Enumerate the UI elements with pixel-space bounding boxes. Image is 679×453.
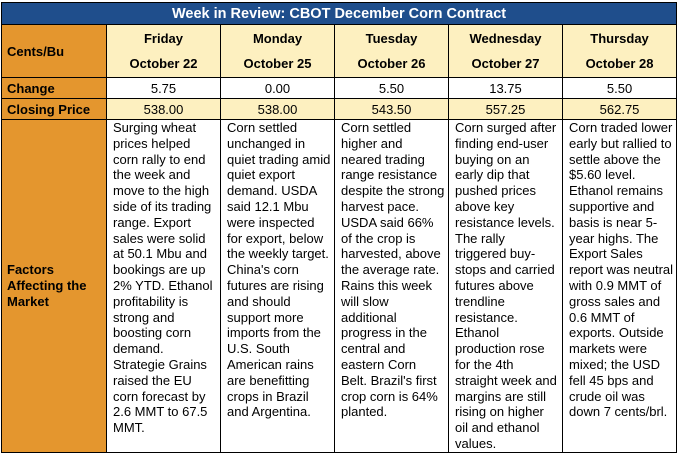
closing-price-cell: 543.50 — [334, 98, 449, 120]
day-header-thursday: Thursday October 28 — [561, 24, 678, 78]
factors-cell: Corn surged after finding end-user buyin… — [448, 119, 563, 453]
factors-cell: Corn traded lower early but rallied to s… — [561, 119, 678, 453]
factors-cell: Corn settled higher and neared trading r… — [334, 119, 449, 453]
row-label-closing: Closing Price — [1, 98, 107, 120]
day-name: Monday — [252, 31, 303, 46]
change-cell: 0.00 — [220, 77, 335, 99]
day-date: October 27 — [471, 56, 540, 71]
closing-price-cell: 562.75 — [561, 98, 678, 120]
factors-cell: Corn settled unchanged in quiet trading … — [220, 119, 335, 453]
day-name: Tuesday — [365, 31, 418, 46]
row-label-cents: Cents/Bu — [1, 24, 107, 78]
day-date: October 26 — [357, 56, 426, 71]
day-date: October 25 — [243, 56, 312, 71]
day-header-friday: Friday October 22 — [106, 24, 221, 78]
day-header-monday: Monday October 25 — [220, 24, 335, 78]
day-header-tuesday: Tuesday October 26 — [334, 24, 449, 78]
table-title: Week in Review: CBOT December Corn Contr… — [0, 2, 678, 25]
change-cell: 13.75 — [448, 77, 563, 99]
closing-price-cell: 557.25 — [448, 98, 563, 120]
change-cell: 5.75 — [106, 77, 221, 99]
row-label-factors: Factors Affecting the Market — [1, 119, 107, 453]
day-name: Thursday — [590, 31, 649, 46]
day-header-wednesday: Wednesday October 27 — [448, 24, 563, 78]
factors-cell: Surging wheat prices helped corn rally t… — [106, 119, 221, 453]
closing-price-cell: 538.00 — [106, 98, 221, 120]
change-cell: 5.50 — [334, 77, 449, 99]
closing-price-cell: 538.00 — [220, 98, 335, 120]
day-date: October 22 — [129, 56, 198, 71]
day-name: Friday — [143, 31, 183, 46]
day-name: Wednesday — [469, 31, 542, 46]
change-cell: 5.50 — [561, 77, 678, 99]
row-label-change: Change — [1, 77, 107, 99]
day-date: October 28 — [585, 56, 654, 71]
